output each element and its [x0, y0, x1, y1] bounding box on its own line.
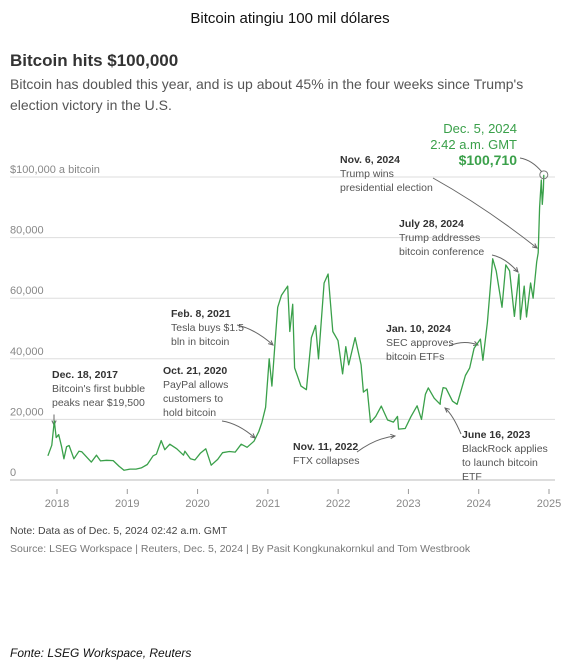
annotation-2: Oct. 21, 2020 PayPal allows customers to ho…	[163, 365, 228, 419]
y-tick-label-5: $100,000 a bitcoin	[10, 164, 100, 176]
annotation-text: peaks near $19,500	[52, 397, 145, 409]
bitcoin-price-chart: 0 20,000 40,000 60,000 80,000 $100,000 a bitc…	[10, 121, 561, 510]
annotation-text: presidential election	[340, 182, 433, 194]
annotation-arrows	[51, 177, 538, 453]
page-title: Bitcoin atingiu 100 mil dólares	[190, 10, 390, 27]
annotation-title: June 16, 2023	[462, 429, 530, 441]
x-tick-label-4: 2022	[326, 498, 350, 510]
annotation-arrow-4	[448, 342, 479, 347]
x-tick-label-0: 2018	[45, 498, 69, 510]
chart-subtitle: Bitcoin has doubled this year, and is up…	[10, 76, 524, 113]
annotation-text: FTX collapses	[293, 455, 360, 467]
annotation-7: Nov. 6, 2024 Trump wins presidential elect…	[340, 154, 433, 194]
annotation-arrowhead-6	[513, 267, 519, 273]
annotation-text: Trump addresses	[399, 232, 480, 244]
chart-source: Source: LSEG Workspace | Reuters, Dec. 5…	[10, 543, 471, 555]
callout-value: $100,710	[459, 152, 518, 168]
annotation-0: Dec. 18, 2017 Bitcoin's first bubble peaks…	[52, 369, 145, 409]
annotation-arrow-2	[221, 420, 256, 439]
annotations: Dec. 18, 2017 Bitcoin's first bubble peaks…	[52, 154, 548, 483]
annotation-text: bln in bitcoin	[171, 336, 230, 348]
y-tick-label-4: 80,000	[10, 225, 44, 237]
x-tick-label-1: 2019	[115, 498, 139, 510]
price-line	[47, 174, 545, 471]
annotation-text: to launch bitcoin	[462, 457, 538, 469]
annotation-arrowhead-1	[268, 340, 274, 346]
annotation-title: Jan. 10, 2024	[386, 323, 451, 335]
annotation-text: ETF	[462, 471, 482, 483]
x-tick-label-3: 2021	[256, 498, 280, 510]
annotation-text: hold bitcoin	[163, 407, 216, 419]
annotation-arrowhead-3	[390, 433, 397, 440]
annotation-4: Jan. 10, 2024 SEC approves bitcoin ETFs	[386, 323, 454, 363]
annotation-text: customers to	[163, 393, 223, 405]
x-tick-label-7: 2025	[537, 498, 561, 510]
annotation-title: Feb. 8, 2021	[171, 308, 231, 320]
annotation-arrowhead-7	[532, 243, 538, 249]
y-gridlines	[10, 176, 555, 481]
annotation-text: bitcoin ETFs	[386, 351, 444, 363]
annotation-arrow-7	[432, 177, 538, 249]
annotation-text: PayPal allows	[163, 379, 228, 391]
annotation-arrow-6	[491, 254, 519, 273]
annotation-arrow-1	[236, 324, 274, 346]
annotation-text: Trump wins	[340, 168, 394, 180]
annotation-text: Bitcoin's first bubble	[52, 383, 145, 395]
annotation-arrow-3	[356, 435, 396, 453]
annotation-text: SEC approves	[386, 337, 454, 349]
x-tick-label-2: 2020	[185, 498, 209, 510]
annotation-arrowhead-5	[444, 407, 450, 413]
footer-source: Fonte: LSEG Workspace, Reuters	[10, 646, 192, 660]
y-tick-label-3: 60,000	[10, 285, 44, 297]
annotation-title: Nov. 6, 2024	[340, 154, 400, 166]
chart-title: Bitcoin hits $100,000	[10, 51, 179, 70]
latest-price-marker	[539, 170, 549, 180]
y-tick-label-0: 0	[10, 467, 16, 479]
annotation-1: Feb. 8, 2021 Tesla buys $1.5 bln in bitcoi…	[171, 308, 244, 348]
annotation-arrowhead-4	[472, 341, 480, 346]
annotation-6: July 28, 2024 Trump addresses bitcoin conf…	[399, 218, 484, 258]
annotation-text: Tesla buys $1.5	[171, 322, 244, 334]
annotation-5: June 16, 2023 BlackRock applies to launch …	[462, 429, 548, 483]
callout-date: Dec. 5, 2024	[443, 121, 517, 136]
y-tick-label-2: 40,000	[10, 346, 44, 358]
chart-note: Note: Data as of Dec. 5, 2024 02:42 a.m.…	[10, 525, 228, 537]
annotation-3: Nov. 11, 2022 FTX collapses	[293, 441, 360, 467]
annotation-title: Oct. 21, 2020	[163, 365, 227, 377]
annotation-text: bitcoin conference	[399, 246, 484, 258]
annotation-title: July 28, 2024	[399, 218, 464, 230]
x-axis-ticks: 2018 2019 2020 2021 2022 2023 2024 2025	[45, 489, 561, 510]
annotation-arrow-5	[444, 407, 462, 435]
callout-time: 2:42 a.m. GMT	[430, 137, 517, 152]
x-tick-label-5: 2023	[396, 498, 420, 510]
callout-leader	[519, 157, 543, 173]
annotation-text: BlackRock applies	[462, 443, 548, 455]
x-tick-label-6: 2024	[466, 498, 490, 510]
y-axis-ticks: 0 20,000 40,000 60,000 80,000 $100,000 a bitc…	[10, 164, 100, 479]
annotation-title: Nov. 11, 2022	[293, 441, 358, 453]
y-tick-label-1: 20,000	[10, 406, 44, 418]
annotation-title: Dec. 18, 2017	[52, 369, 118, 381]
